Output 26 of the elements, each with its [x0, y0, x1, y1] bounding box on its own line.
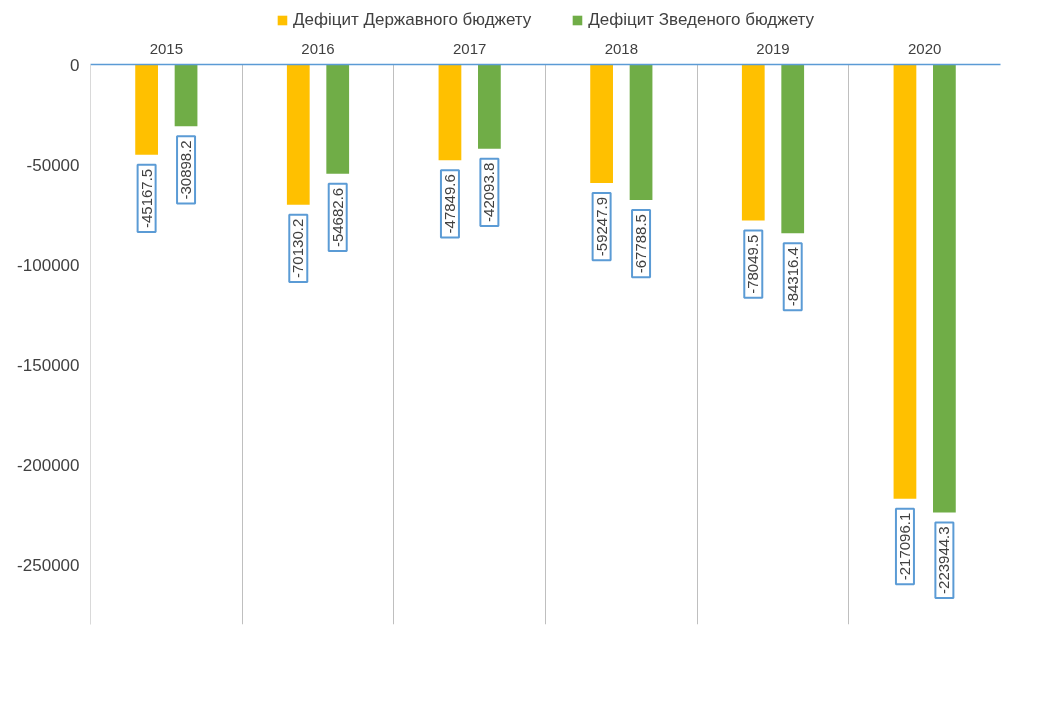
- data-label: -30898.2: [177, 140, 195, 200]
- data-label: -84316.4: [783, 247, 801, 307]
- x-tick-label: 2019: [756, 39, 790, 57]
- data-label: -217096.1: [895, 512, 913, 581]
- data-label: -54682.6: [328, 187, 346, 248]
- legend-label: Дефіцит Зведеного бюджету: [588, 10, 815, 30]
- x-tick-label: 2015: [149, 39, 184, 57]
- y-tick-label: -250000: [17, 555, 80, 575]
- data-label: -223944.3: [935, 526, 953, 594]
- x-tick-label: 2016: [301, 39, 335, 57]
- data-label: -42093.8: [480, 162, 498, 222]
- y-tick-label: -100000: [17, 255, 80, 275]
- data-label: -47849.6: [440, 174, 458, 234]
- y-tick-label: 0: [70, 55, 80, 75]
- x-tick-label: 2017: [452, 39, 487, 57]
- data-label: -45167.5: [137, 168, 155, 229]
- y-tick-label: -200000: [17, 455, 80, 475]
- x-tick-label: 2020: [907, 39, 942, 57]
- x-tick-label: 2018: [604, 39, 639, 57]
- data-label: -70130.2: [289, 218, 307, 278]
- data-label: -78049.5: [744, 234, 762, 294]
- data-label: -59247.9: [592, 196, 610, 257]
- data-label: -67788.5: [632, 214, 650, 274]
- y-tick-label: -50000: [26, 155, 80, 175]
- legend-label: Дефіцит Державного бюджету: [292, 10, 532, 30]
- y-tick-label: -150000: [17, 355, 80, 375]
